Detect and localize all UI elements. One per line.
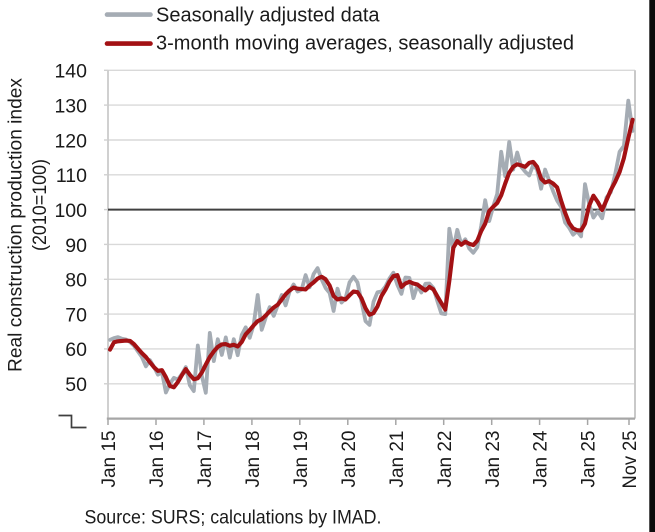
svg-text:70: 70: [65, 304, 87, 326]
svg-text:Jan 16: Jan 16: [146, 431, 168, 488]
svg-text:90: 90: [65, 235, 87, 257]
svg-text:Jan 18: Jan 18: [242, 431, 264, 488]
svg-text:Real construction production i: Real construction production index: [5, 78, 27, 372]
svg-text:Seasonally adjusted data: Seasonally adjusted data: [156, 4, 380, 26]
svg-text:130: 130: [54, 95, 87, 117]
svg-text:(2010=100): (2010=100): [29, 159, 51, 251]
svg-text:140: 140: [54, 61, 87, 83]
svg-text:110: 110: [56, 165, 87, 187]
svg-text:Jan 25: Jan 25: [578, 430, 600, 487]
svg-text:3-month moving averages, seaso: 3-month moving averages, seasonally adju…: [156, 33, 574, 55]
svg-text:Jan 24: Jan 24: [530, 430, 552, 487]
svg-text:Jan 21: Jan 21: [386, 431, 408, 488]
svg-text:Jan 19: Jan 19: [290, 431, 312, 488]
svg-text:Jan 15: Jan 15: [98, 430, 120, 487]
svg-text:Source: SURS; calculations by: Source: SURS; calculations by IMAD.: [85, 506, 382, 528]
svg-text:100: 100: [54, 200, 87, 222]
svg-text:Jan 23: Jan 23: [482, 431, 504, 488]
svg-text:Jan 20: Jan 20: [338, 430, 360, 487]
svg-text:50: 50: [65, 374, 87, 396]
svg-text:80: 80: [65, 270, 87, 292]
svg-text:Jan 17: Jan 17: [194, 431, 216, 488]
svg-text:Nov 25: Nov 25: [619, 430, 641, 488]
svg-text:60: 60: [65, 339, 87, 361]
svg-text:Jan 22: Jan 22: [434, 431, 456, 488]
svg-text:120: 120: [54, 130, 87, 152]
